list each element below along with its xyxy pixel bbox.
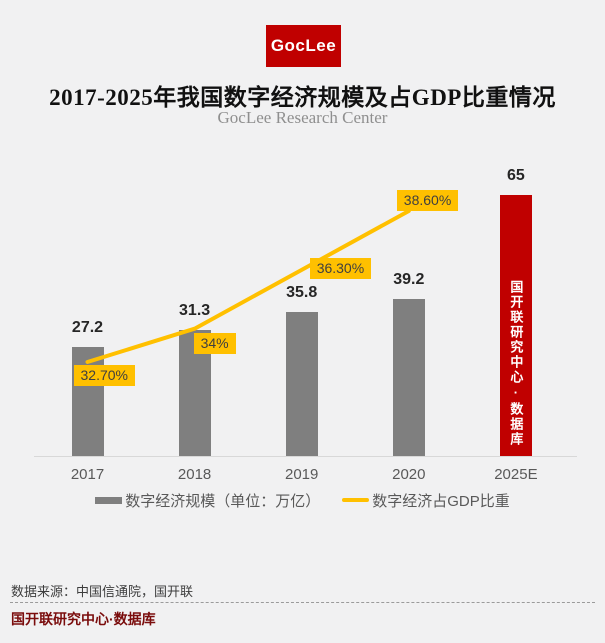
x-axis-line bbox=[34, 456, 577, 457]
chart-title: 2017-2025年我国数字经济规模及占GDP比重情况 bbox=[49, 85, 556, 110]
percent-label: 38.60% bbox=[396, 189, 459, 211]
highlight-bar-watermark: 国开联研究中心·数据库 bbox=[508, 280, 524, 447]
percent-label: 36.30% bbox=[309, 257, 372, 279]
percent-label: 32.70% bbox=[73, 365, 135, 386]
legend-item-line: 数字经济占GDP比重 bbox=[342, 490, 510, 511]
bar-value-label: 27.2 bbox=[71, 319, 104, 336]
line-series-label: 数字经济占GDP比重 bbox=[372, 492, 510, 510]
bar-value-label: 39.2 bbox=[393, 271, 425, 288]
bar-series-swatch bbox=[95, 496, 123, 504]
bar-value-label: 31.3 bbox=[179, 302, 211, 319]
bar-value-label: 35.8 bbox=[286, 284, 318, 301]
bar bbox=[71, 347, 104, 456]
x-axis-label: 2019 bbox=[285, 466, 319, 483]
x-axis-label: 2025E bbox=[494, 466, 538, 483]
legend: 数字经济规模（单位：万亿） 数字经济占GDP比重 bbox=[0, 489, 605, 511]
bar bbox=[392, 299, 425, 456]
x-axis-label: 2020 bbox=[392, 466, 426, 483]
chart-subtitle: GocLee Research Center bbox=[217, 108, 388, 127]
x-axis-label: 2017 bbox=[70, 466, 105, 483]
bar-value-label: 65 bbox=[506, 167, 525, 184]
legend-item-bars: 数字经济规模（单位：万亿） bbox=[95, 490, 320, 511]
footer-brand-text: 国开联研究中心·数据库 bbox=[11, 611, 156, 627]
bar-series-label: 数字经济规模（单位：万亿） bbox=[125, 492, 321, 510]
line-series-swatch bbox=[342, 498, 370, 502]
brand-logo: GocLee bbox=[266, 25, 341, 67]
percent-label: 34% bbox=[193, 332, 236, 354]
data-source-note: 数据来源：中国信通院，国开联 bbox=[11, 584, 194, 599]
highlight-bar: 国开联研究中心·数据库 bbox=[499, 195, 532, 456]
footer-divider bbox=[10, 602, 595, 603]
brand-logo-text: GocLee bbox=[270, 36, 337, 55]
x-axis-label: 2018 bbox=[177, 466, 212, 483]
bar bbox=[285, 312, 318, 456]
